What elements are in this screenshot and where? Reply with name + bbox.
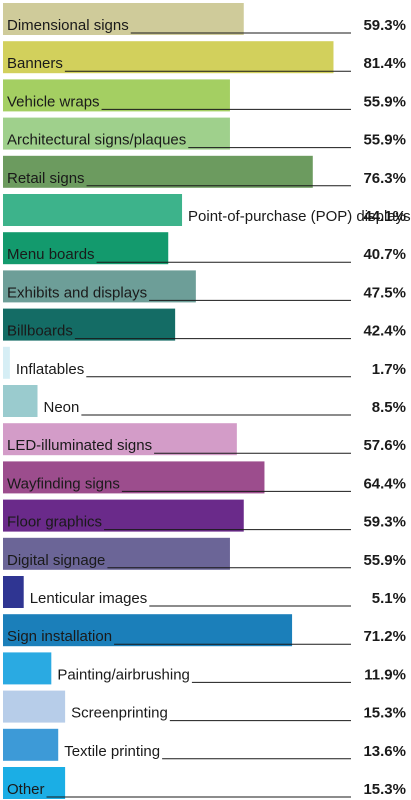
category-label-exhibits-and-displays: Exhibits and displays [7,284,147,301]
category-label-floor-graphics: Floor graphics [7,514,102,531]
value-label-digital-signage: 55.9% [363,552,406,569]
value-label-architectural-signs-plaques: 55.9% [363,132,406,149]
value-label-banners: 81.4% [363,55,406,72]
bar-row-inflatables: Inflatables 1.7% [3,346,406,379]
category-label-led-illuminated-signs: LED-illuminated signs [7,437,152,454]
value-label-exhibits-and-displays: 47.5% [363,284,406,301]
bar-row-billboards: Billboards 42.4% [3,308,406,341]
bar-dimensional-signs [3,3,244,35]
category-label-menu-boards: Menu boards [7,246,95,263]
bar-floor-graphics [3,499,244,532]
category-label-inflatables: Inflatables [16,361,84,378]
value-label-textile-printing: 13.6% [363,743,406,760]
bar-led-illuminated-signs [3,423,237,456]
category-label-dimensional-signs: Dimensional signs [7,17,129,34]
bar-textile-printing [3,728,59,761]
bar-banners [3,41,334,74]
bar-billboards [3,308,176,341]
value-label-wayfinding-signs: 64.4% [363,475,406,492]
category-label-lenticular-images: Lenticular images [30,590,148,607]
bar-row-led-illuminated-signs: LED-illuminated signs 57.6% [3,423,406,456]
bar-painting-airbrushing [3,652,52,685]
bar-row-painting-airbrushing: Painting/airbrushing 11.9% [3,652,406,685]
bar-row-wayfinding-signs: Wayfinding signs 64.4% [3,461,406,494]
bar-row-sign-installation: Sign installation 71.2% [3,614,406,647]
value-label-sign-installation: 71.2% [363,628,406,645]
category-label-retail-signs: Retail signs [7,170,85,187]
value-label-menu-boards: 40.7% [363,246,406,263]
category-label-sign-installation: Sign installation [7,628,112,645]
bar-wayfinding-signs [3,461,265,494]
category-label-banners: Banners [7,55,63,72]
bar-row-neon: Neon 8.5% [3,385,406,417]
value-label-dimensional-signs: 59.3% [363,17,406,34]
bar-row-dimensional-signs: Dimensional signs 59.3% [3,3,406,35]
category-label-vehicle-wraps: Vehicle wraps [7,93,100,110]
value-label-neon: 8.5% [372,399,406,416]
value-label-inflatables: 1.7% [372,361,406,378]
bar-neon [3,385,38,417]
bar-row-exhibits-and-displays: Exhibits and displays 47.5% [3,270,406,303]
value-label-screenprinting: 15.3% [363,705,406,722]
value-label-led-illuminated-signs: 57.6% [363,437,406,454]
bar-sign-installation [3,614,293,647]
category-label-painting-airbrushing: Painting/airbrushing [57,666,190,683]
bar-row-screenprinting: Screenprinting 15.3% [3,690,406,723]
value-label-vehicle-wraps: 55.9% [363,93,406,110]
bar-lenticular-images [3,576,24,608]
value-label-floor-graphics: 59.3% [363,514,406,531]
bar-vehicle-wraps [3,79,230,112]
bar-exhibits-and-displays [3,270,196,303]
bar-retail-signs [3,155,313,188]
category-label-digital-signage: Digital signage [7,552,105,569]
bar-row-digital-signage: Digital signage 55.9% [3,537,406,570]
value-label-painting-airbrushing: 11.9% [364,666,406,683]
bar-digital-signage [3,537,230,570]
bar-row-retail-signs: Retail signs 76.3% [3,155,406,188]
category-label-textile-printing: Textile printing [64,743,160,760]
bar-row-other: Other 15.3% [3,767,406,799]
bar-menu-boards [3,232,169,265]
bar-row-vehicle-wraps: Vehicle wraps 55.9% [3,79,406,112]
bar-row-architectural-signs-plaques: Architectural signs/plaques 55.9% [3,117,406,150]
bar-screenprinting [3,690,66,723]
bar-row-menu-boards: Menu boards 40.7% [3,232,406,265]
bar-row-lenticular-images: Lenticular images 5.1% [3,576,406,608]
bar-row-textile-printing: Textile printing 13.6% [3,728,406,761]
value-label-other: 15.3% [363,781,406,798]
bar-architectural-signs-plaques [3,117,230,150]
category-label-screenprinting: Screenprinting [71,705,168,722]
category-label-wayfinding-signs: Wayfinding signs [7,475,120,492]
bar-other [3,767,66,799]
bar-row-banners: Banners 81.4% [3,41,406,74]
value-label-lenticular-images: 5.1% [372,590,406,607]
category-label-neon: Neon [44,399,80,416]
category-label-point-of-purchase-pop-displays: Point-of-purchase (POP) displays [188,208,411,225]
value-label-billboards: 42.4% [363,323,406,340]
bar-inflatables [3,346,10,379]
bar-point-of-purchase-pop-displays [3,194,183,226]
value-label-point-of-purchase-pop-displays: 44.1% [363,208,406,225]
category-label-other: Other [7,781,45,798]
value-label-retail-signs: 76.3% [363,170,406,187]
bar-row-floor-graphics: Floor graphics 59.3% [3,499,406,532]
category-label-architectural-signs-plaques: Architectural signs/plaques [7,132,186,149]
category-label-billboards: Billboards [7,323,73,340]
